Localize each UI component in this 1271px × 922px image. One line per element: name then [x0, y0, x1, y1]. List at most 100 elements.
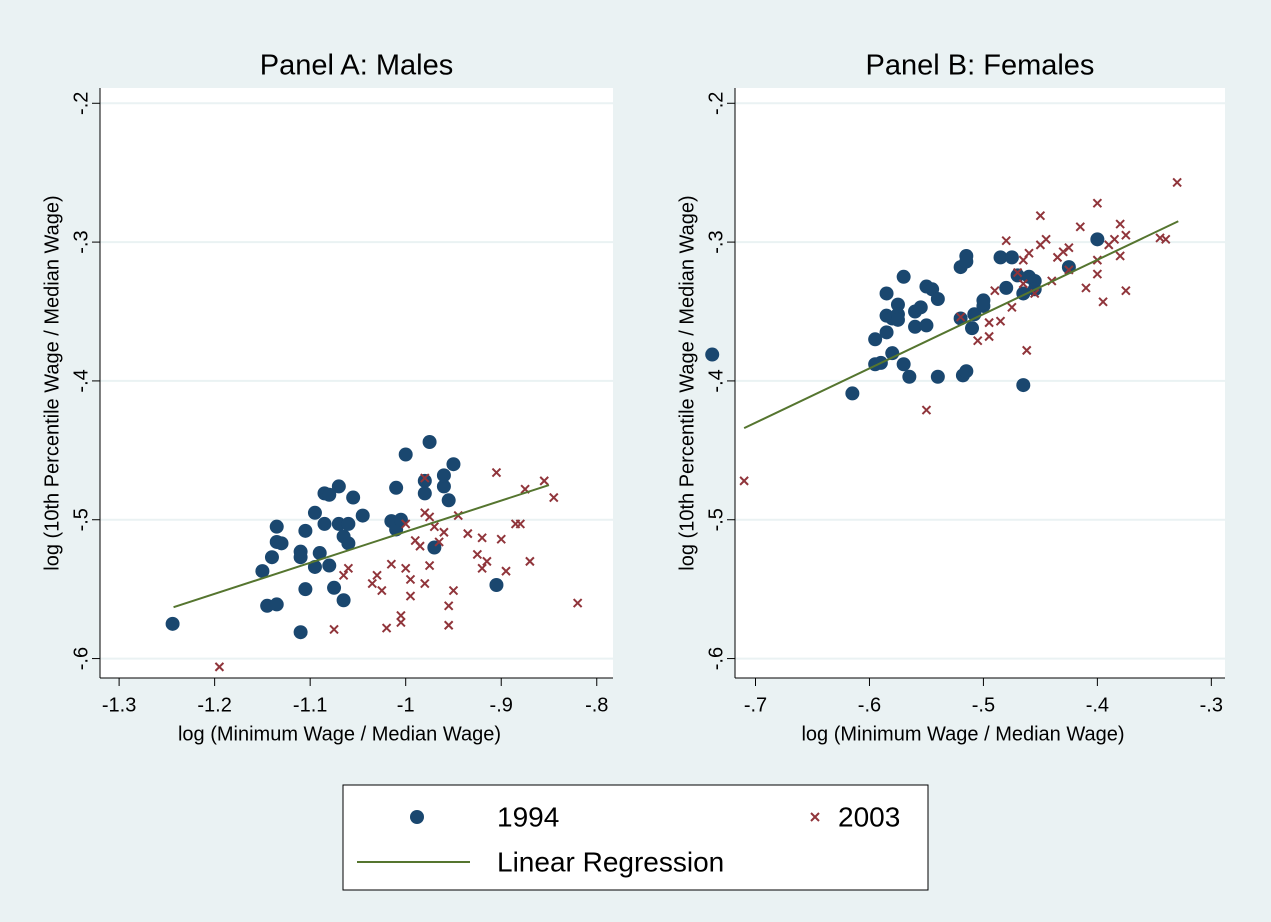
point-1994 [417, 473, 432, 488]
point-1994 [965, 321, 980, 336]
point-2003 [572, 598, 583, 608]
point-1994 [346, 490, 361, 505]
legend-symbol [810, 812, 820, 822]
point-1994 [959, 254, 974, 269]
point-1994 [293, 550, 308, 565]
y-tick-label: -.6 [705, 647, 727, 670]
point-2003 [1041, 234, 1051, 245]
x-tick-label: -1.2 [197, 694, 231, 716]
x-axis-label: log (Minimum Wage / Median Wage) [178, 723, 501, 745]
point-2003 [367, 578, 377, 589]
point-2003 [1121, 230, 1131, 240]
x-tick-label: -.7 [744, 694, 767, 716]
point-2003 [921, 405, 932, 415]
point-2003 [1024, 248, 1034, 258]
point-1994 [307, 559, 322, 574]
point-2003 [372, 570, 382, 580]
point-2003 [1121, 285, 1131, 296]
point-1994 [269, 597, 284, 612]
panel-title: Panel B: Females [866, 50, 1095, 82]
point-2003 [515, 519, 526, 529]
point-1994 [959, 364, 974, 379]
legend-label: Linear Regression [497, 846, 724, 877]
plot-area [735, 88, 1225, 678]
point-2003 [496, 534, 506, 544]
y-tick-label: -.4 [70, 369, 92, 392]
point-2003 [990, 285, 1000, 296]
point-2003 [1098, 297, 1108, 307]
y-tick-label: -.5 [70, 508, 92, 531]
point-2003 [1058, 247, 1068, 257]
point-1994 [845, 386, 860, 401]
y-tick-label: -.2 [705, 92, 727, 115]
point-1994 [999, 280, 1014, 295]
point-2003 [1064, 242, 1074, 253]
point-1994 [269, 519, 284, 534]
point-1994 [264, 550, 279, 565]
point-2003 [1018, 279, 1029, 289]
point-1994 [322, 558, 337, 573]
point-2003 [525, 556, 535, 567]
point-1994 [993, 250, 1008, 265]
point-2003 [381, 623, 392, 633]
point-2003 [1007, 302, 1017, 313]
point-2003 [1092, 198, 1103, 208]
point-2003 [477, 533, 487, 543]
point-2003 [739, 476, 749, 486]
point-1994 [930, 369, 945, 384]
x-tick-label: -1.1 [293, 694, 327, 716]
x-axis-label: log (Minimum Wage / Median Wage) [801, 723, 1124, 745]
point-2003 [396, 617, 406, 628]
point-1994 [446, 457, 461, 472]
point-2003 [405, 591, 416, 601]
point-1994 [896, 357, 911, 372]
point-2003 [1161, 234, 1171, 245]
point-2003 [1035, 211, 1046, 221]
legend-symbol [410, 810, 424, 824]
point-1994 [312, 546, 327, 561]
point-1994 [913, 300, 928, 315]
point-1994 [868, 332, 883, 347]
point-2003 [463, 528, 473, 539]
x-tick-label: -.8 [585, 694, 608, 716]
point-2003 [984, 331, 994, 342]
point-1994 [327, 580, 342, 595]
point-2003 [377, 585, 387, 596]
point-1994 [902, 369, 917, 384]
point-2003 [1092, 269, 1103, 279]
point-1994 [298, 523, 313, 538]
point-1994 [879, 286, 894, 301]
point-1994 [336, 593, 351, 608]
point-2003 [482, 556, 492, 567]
point-1994 [307, 505, 322, 520]
point-1994 [389, 480, 404, 495]
point-1994 [890, 297, 905, 312]
point-2003 [424, 512, 435, 522]
legend-label: 1994 [497, 801, 559, 832]
point-1994 [355, 508, 370, 523]
point-1994 [705, 347, 720, 362]
point-2003 [1001, 235, 1011, 246]
point-1994 [331, 479, 346, 494]
point-2003 [1115, 219, 1125, 229]
y-tick-label: -.3 [705, 230, 727, 253]
point-2003 [491, 467, 502, 478]
point-2003 [1012, 267, 1023, 278]
point-1994 [417, 486, 432, 501]
point-2003 [420, 473, 430, 483]
point-1994 [317, 516, 332, 531]
point-2003 [443, 620, 454, 630]
point-1994 [489, 577, 504, 592]
point-2003 [214, 662, 225, 672]
point-1994 [890, 312, 905, 327]
x-tick-label: -.9 [490, 694, 513, 716]
point-2003 [420, 578, 430, 589]
point-1994 [298, 582, 313, 597]
y-axis-label: log (10th Percentile Wage / Median Wage) [676, 195, 698, 570]
point-2003 [1022, 345, 1032, 356]
point-2003 [329, 624, 339, 635]
point-1994 [436, 479, 451, 494]
point-1994 [976, 298, 991, 313]
